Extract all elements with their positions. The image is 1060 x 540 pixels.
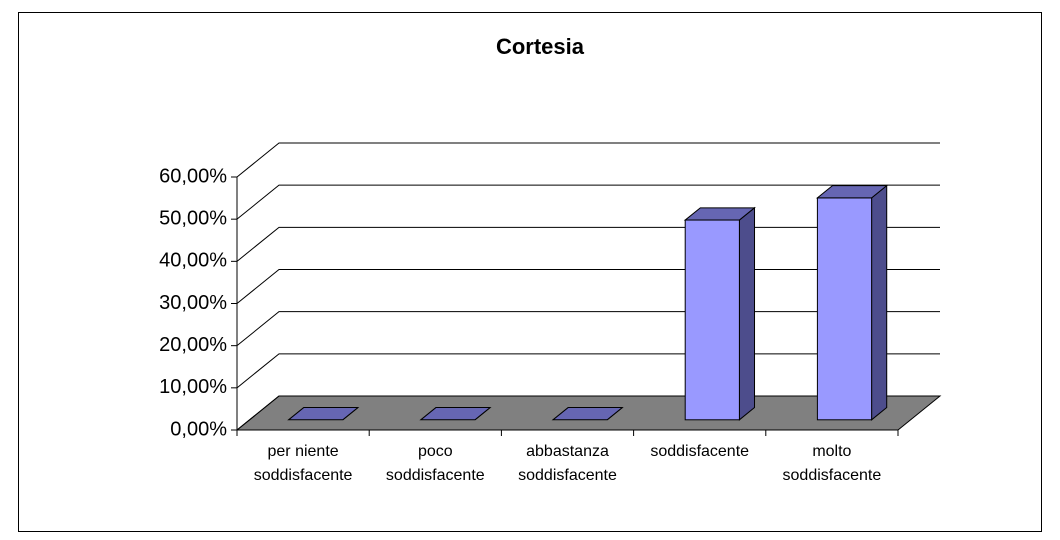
bar <box>684 219 740 421</box>
y-tick-label: 20,00% <box>159 334 227 356</box>
y-tick-label: 60,00% <box>159 165 227 187</box>
chart-title: Cortesia <box>496 34 585 59</box>
x-tick-label: molto soddisfacente <box>782 443 882 484</box>
grid-line <box>236 184 940 220</box>
x-tick-label: poco soddisfacente <box>385 443 485 484</box>
x-tick-label: soddisfacente <box>650 443 750 460</box>
y-tick-label: 0,00% <box>170 418 227 440</box>
bar-top <box>287 407 360 421</box>
bar-top <box>815 185 889 199</box>
y-tick-label: 10,00% <box>159 376 227 398</box>
x-tick-label: per niente soddisfacente <box>253 443 353 484</box>
bar-side <box>738 206 756 421</box>
bar <box>816 197 873 421</box>
y-tick-label: 40,00% <box>159 250 227 272</box>
x-tick-label: abbastanza soddisfacente <box>518 443 617 484</box>
bar-top <box>551 407 624 421</box>
y-tick-label: 50,00% <box>159 207 227 229</box>
bar-top <box>683 207 756 221</box>
bar-top <box>419 407 492 421</box>
grid-line <box>236 142 940 178</box>
y-tick-label: 30,00% <box>159 292 227 314</box>
bar-side <box>871 184 888 421</box>
